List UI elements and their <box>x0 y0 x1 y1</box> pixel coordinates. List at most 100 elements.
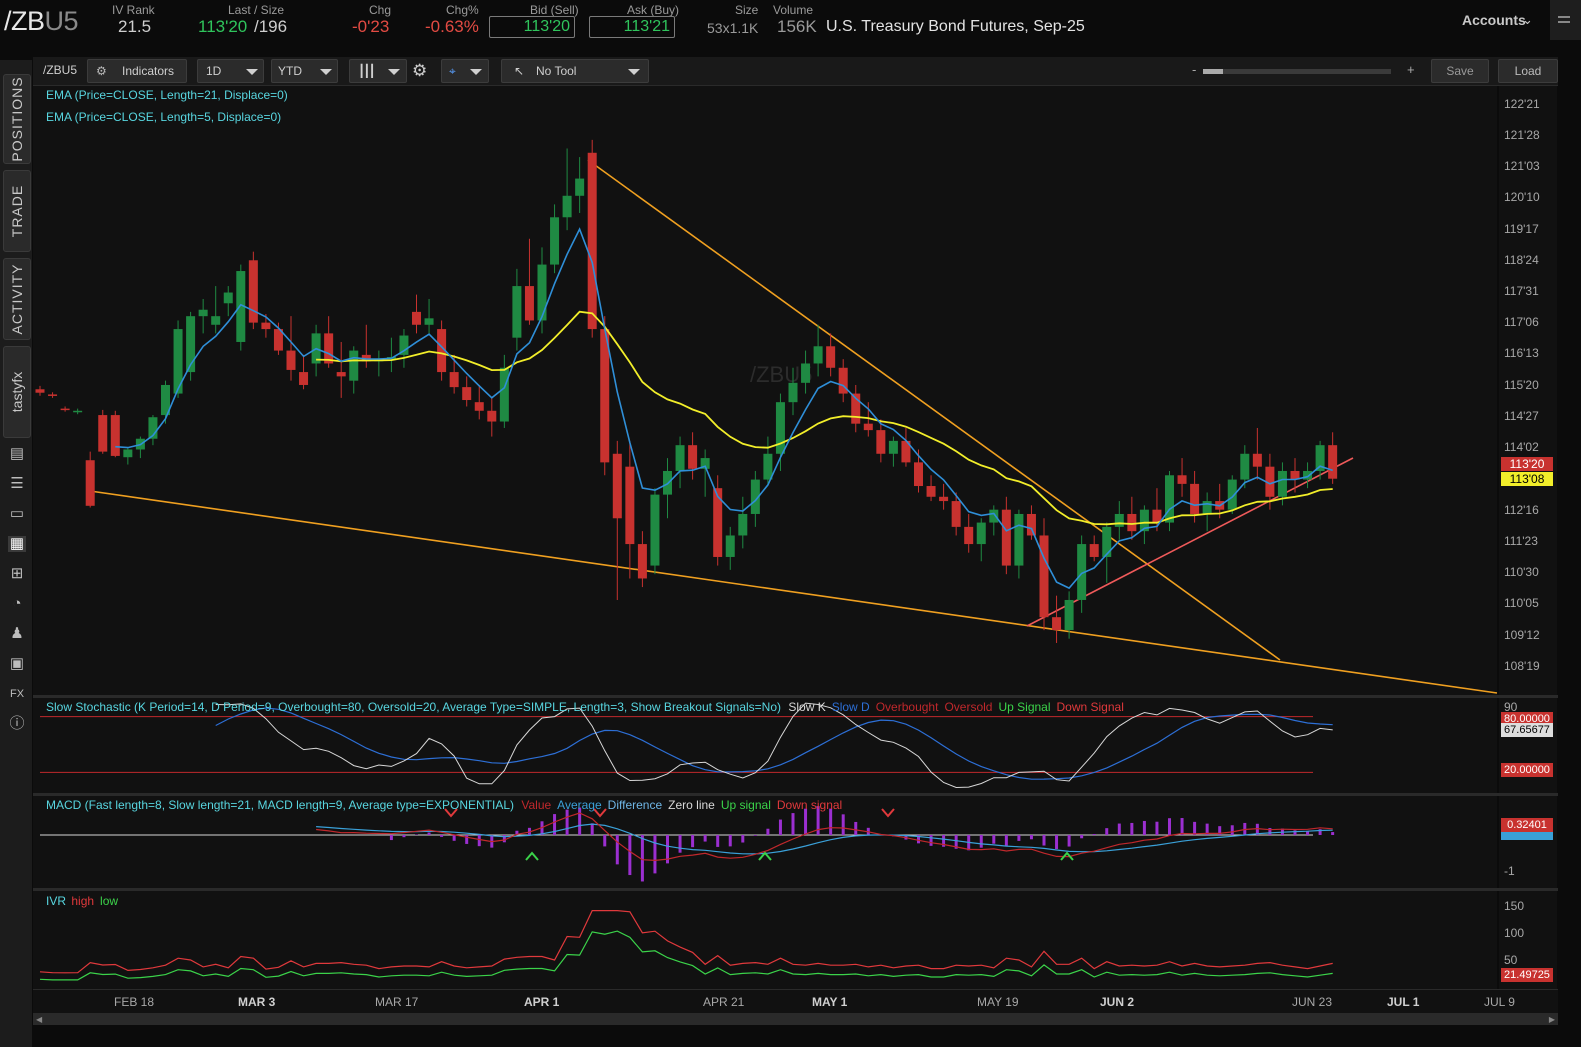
help-icon[interactable]: ⓘ <box>9 715 25 732</box>
legend-high: high <box>71 894 95 908</box>
tab-positions[interactable]: POSITIONS <box>3 74 31 164</box>
panel-divider[interactable] <box>33 793 1558 796</box>
candle-body <box>612 453 622 519</box>
candle-body <box>399 335 409 355</box>
price-tick: 111'23 <box>1504 534 1538 548</box>
horizontal-scrollbar[interactable]: ◀ ▶ <box>33 1013 1558 1025</box>
tab-activity[interactable]: ACTIVITY <box>3 258 31 340</box>
candle-body <box>48 394 58 396</box>
macd-axis <box>1499 796 1557 888</box>
panel-divider[interactable] <box>33 695 1558 698</box>
ask-button[interactable]: 113'21 <box>589 16 675 38</box>
people-icon[interactable]: ♟ <box>10 625 24 642</box>
chart-style-select[interactable]: ┃┃┃ <box>349 59 407 83</box>
macd-panel[interactable] <box>33 796 1497 888</box>
save-button[interactable]: Save <box>1431 59 1489 83</box>
price-tick: 117'31 <box>1504 284 1539 298</box>
macd-title[interactable]: MACD (Fast length=8, Slow length=21, MAC… <box>46 798 515 812</box>
price-tick: 114'02 <box>1504 440 1539 454</box>
calendar-icon[interactable]: ▣ <box>9 655 25 672</box>
x-label: MAR 3 <box>238 995 276 1009</box>
range-select[interactable]: YTD <box>271 59 338 83</box>
macd-title-row: MACD (Fast length=8, Slow length=21, MAC… <box>46 798 848 812</box>
price-tick: 121'28 <box>1504 128 1540 142</box>
candle-body <box>976 522 986 545</box>
ivr-title[interactable]: IVR <box>46 894 67 908</box>
ask-label: Ask (Buy) <box>627 3 680 17</box>
x-label: MAY 1 <box>812 995 848 1009</box>
macd-up-signal-icon <box>1060 851 1074 861</box>
x-label: APR 21 <box>703 995 745 1009</box>
candle-body <box>813 346 823 364</box>
panel-divider[interactable] <box>33 888 1558 891</box>
ema5-label[interactable]: EMA (Price=CLOSE, Length=5, Displace=0) <box>46 110 282 124</box>
candle-body <box>336 372 346 377</box>
ema5-line <box>115 227 1333 590</box>
settings-gear-icon[interactable]: ⚙ <box>412 61 428 80</box>
indicators-button[interactable]: ⚙ Indicators <box>87 59 187 83</box>
price-tick: 116'13 <box>1504 346 1539 360</box>
legend-overbought: Overbought <box>875 700 939 714</box>
stoch-value-tag: 67.65677 <box>1501 723 1553 737</box>
candle-body <box>324 333 334 364</box>
accounts-menu[interactable]: Accounts <box>1462 12 1526 28</box>
candle-body <box>161 384 170 416</box>
chart-icon[interactable]: ▦ <box>8 535 26 552</box>
tab-trade[interactable]: TRADE <box>3 170 31 252</box>
bid-label: Bid (Sell) <box>530 3 579 17</box>
last-size-label: Last / Size <box>228 3 285 17</box>
candle-body <box>1202 501 1212 514</box>
price-axis[interactable] <box>1499 86 1557 695</box>
ivr-value-tag: 21.49725 <box>1501 968 1553 982</box>
x-label: MAR 17 <box>375 995 419 1009</box>
interval-select[interactable]: 1D <box>197 59 264 83</box>
chevron-down-icon[interactable]: ⌄ <box>1522 12 1533 27</box>
fx-icon[interactable]: FX <box>9 688 25 700</box>
candle-body <box>173 329 183 394</box>
candle-body <box>487 410 497 422</box>
candle-body <box>1039 535 1049 618</box>
ivr-legend: high low <box>71 894 124 908</box>
tv-icon[interactable]: ▭ <box>9 505 25 522</box>
bid-button[interactable]: 113'20 <box>489 16 575 38</box>
symbol-suffix: U5 <box>44 6 79 36</box>
panel-grip[interactable] <box>1550 0 1581 40</box>
chg-pct-label: Chg% <box>446 3 479 17</box>
macd-down-signal-icon <box>593 808 607 818</box>
stochastic-title[interactable]: Slow Stochastic (K Period=14, D Period=9… <box>46 700 781 714</box>
candle-body <box>148 417 158 439</box>
drawing-tool-select[interactable]: ↖ No Tool <box>501 59 649 83</box>
drawing-style-select[interactable]: ⌖ <box>441 59 489 83</box>
legend-oversold: Oversold <box>944 700 993 714</box>
candle-body <box>989 509 999 523</box>
candle-body <box>261 322 271 330</box>
macd-down-signal-icon <box>444 808 458 818</box>
candle-body <box>801 363 811 383</box>
candle-body <box>537 264 547 321</box>
iv-rank-label: IV Rank <box>112 3 155 17</box>
tab-tastyfx[interactable]: tastyfx <box>3 346 31 438</box>
gauge-icon[interactable]: ◔ <box>12 595 22 612</box>
last-size: /196 <box>254 17 288 36</box>
instrument-description: U.S. Treasury Bond Futures, Sep-25 <box>826 18 1085 35</box>
zoom-slider[interactable] <box>1203 69 1391 74</box>
candle-body <box>1227 479 1237 510</box>
legend-zero-line: Zero line <box>668 798 715 812</box>
list-icon[interactable]: ☰ <box>10 475 24 492</box>
price-panel[interactable] <box>33 86 1497 695</box>
candle-body <box>725 535 735 557</box>
candle-body <box>876 430 886 454</box>
candle-body <box>35 389 45 393</box>
grid-icon[interactable]: ⊞ <box>10 565 24 582</box>
notes-icon[interactable]: ▤ <box>9 445 25 462</box>
candle-body <box>901 440 911 463</box>
load-button[interactable]: Load <box>1498 59 1558 83</box>
zoom-out-button[interactable]: - <box>1192 62 1197 77</box>
candle-body <box>1290 470 1300 480</box>
ivr-panel[interactable] <box>33 891 1497 989</box>
candle-body <box>650 494 660 566</box>
ema21-label[interactable]: EMA (Price=CLOSE, Length=21, Displace=0) <box>46 88 288 102</box>
zoom-in-button[interactable]: + <box>1407 62 1415 77</box>
upper-trendline <box>587 159 1281 661</box>
